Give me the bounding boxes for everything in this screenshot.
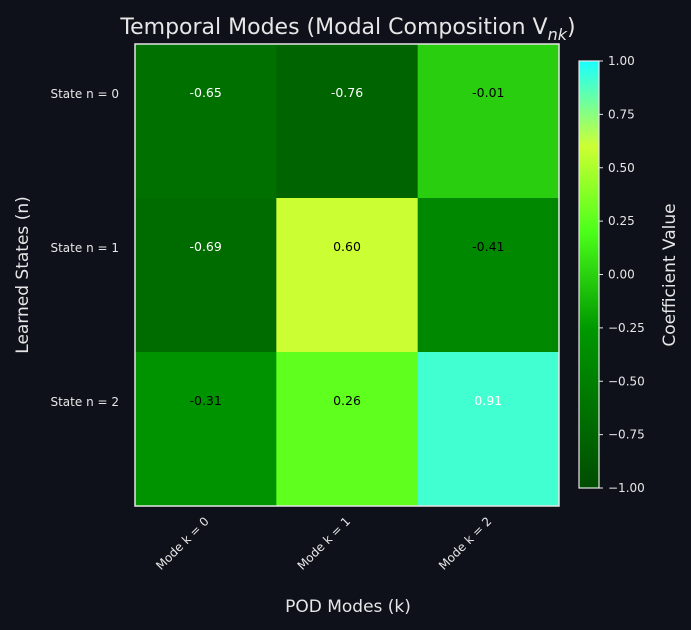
colorbar-tick-label: −0.75: [608, 428, 645, 442]
colorbar-tick-label: 0.50: [608, 161, 635, 175]
cell-value-label: 0.91: [474, 393, 502, 408]
cell-value-label: -0.01: [472, 85, 504, 100]
x-axis-label: POD Modes (k): [285, 597, 411, 617]
plot-frame: [134, 43, 560, 507]
x-tick-label: Mode k = 1: [295, 514, 354, 573]
x-tick-label: Mode k = 2: [436, 514, 495, 573]
colorbar-ticks: 1.00 0.75 0.50 0.25 0.00 −0.25 −0.50 −0.75 −1.00: [599, 54, 645, 495]
chart-title-suffix: ): [567, 15, 576, 40]
colorbar-tick-label: −1.00: [608, 481, 645, 495]
heatmap-cell-r1-c2: [417, 198, 560, 353]
y-tick-label: State n = 0: [50, 87, 119, 101]
chart-title-sub: nk: [548, 25, 568, 44]
colorbar-tick-label: 0.25: [608, 214, 635, 228]
y-axis-label: Learned States (n): [13, 196, 33, 353]
heatmap-cells: -0.65 -0.76 -0.01 -0.69 0.60 -0.41 -0.31 0.26 0.…: [135, 44, 560, 507]
cell-value-label: 0.26: [333, 393, 361, 408]
chart-title-main: Temporal Modes (Modal Composition V: [119, 15, 547, 40]
heatmap-cell-r2-c1: [276, 352, 419, 507]
y-tick-labels: State n = 0 State n = 1 State n = 2: [50, 87, 119, 409]
colorbar-tick-label: −0.50: [608, 374, 645, 388]
cell-value-label: -0.41: [472, 239, 504, 254]
heatmap-cell-r1-c0: [135, 198, 277, 353]
cell-value-label: -0.76: [331, 85, 363, 100]
heatmap-cell-r0-c2: [417, 44, 560, 199]
chart-title: Temporal Modes (Modal Composition Vnk): [119, 15, 575, 44]
colorbar-tick-label: 1.00: [608, 54, 635, 68]
colorbar-tick-label: 0.75: [608, 107, 635, 121]
cell-value-label: 0.60: [333, 239, 361, 254]
heatmap-cell-r2-c2: [417, 352, 560, 507]
heatmap-cell-r1-c1: [276, 198, 419, 353]
y-tick-label: State n = 1: [50, 241, 119, 255]
x-tick-labels: Mode k = 0 Mode k = 1 Mode k = 2: [153, 514, 494, 573]
cell-value-label: -0.31: [189, 393, 221, 408]
cell-value-label: -0.65: [189, 85, 221, 100]
heatmap-cell-r0-c0: [135, 44, 277, 199]
x-tick-label: Mode k = 0: [153, 514, 212, 573]
heatmap-cell-r0-c1: [276, 44, 419, 199]
colorbar-tick-label: 0.00: [608, 268, 635, 282]
cell-value-label: -0.69: [189, 239, 221, 254]
y-tick-label: State n = 2: [50, 395, 119, 409]
colorbar-tick-label: −0.25: [608, 321, 645, 335]
heatmap-cell-r2-c0: [135, 352, 277, 507]
colorbar-label: Coefficient Value: [660, 203, 680, 346]
colorbar: [578, 60, 600, 489]
